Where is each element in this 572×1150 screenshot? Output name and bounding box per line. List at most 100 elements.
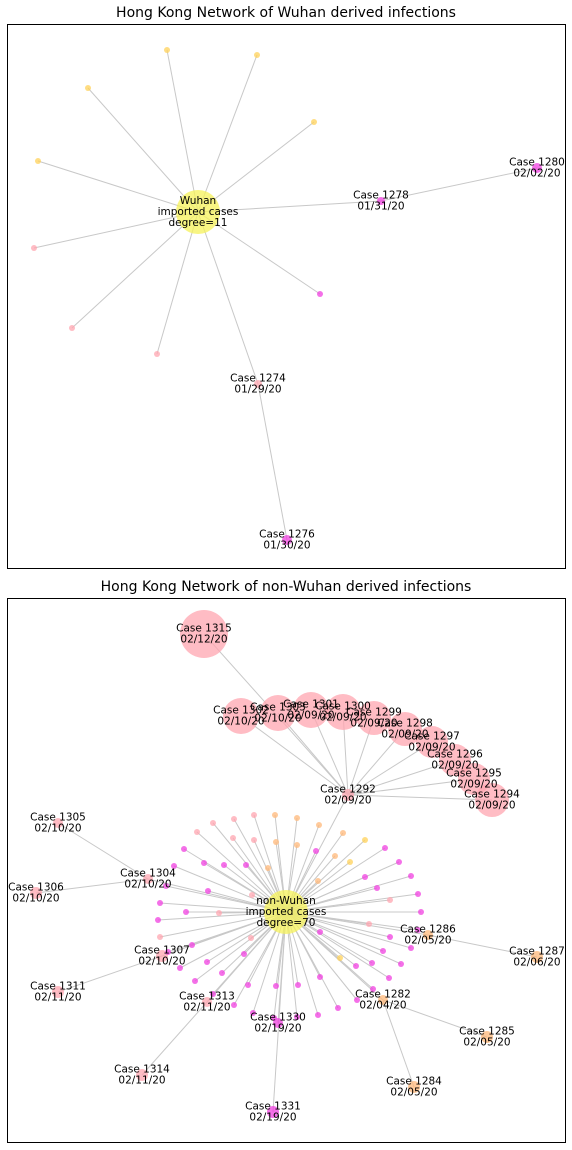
node-labels: non-Wuhan imported cases degree=70 Case 131… [8,622,565,1123]
graph-node [171,863,177,869]
graph-node [243,862,249,868]
graph-node [396,859,402,865]
node-label: Case 1287 02/06/20 [509,945,565,968]
graph-node [202,997,212,1007]
node-label: Case 1303 02/10/20 [250,701,306,724]
graph-edge [197,211,259,385]
node-label: Case 1296 02/09/20 [427,748,483,771]
graph-node [408,1081,420,1093]
node-label: Case 1300 02/09/20 [315,700,371,723]
graph-node [294,1014,300,1020]
graph-node [249,892,255,898]
node-label: Case 1307 02/10/20 [134,944,190,967]
node-label: Case 1295 02/09/20 [446,767,502,790]
graph-node [69,325,75,331]
node-label: Case 1280 02/02/20 [509,156,565,179]
graph-node [408,873,414,879]
graph-edge [35,878,149,894]
graph-edge [156,211,199,355]
graph-node [378,995,388,1005]
graph-node [216,910,222,916]
graph-node [369,960,375,966]
graph-node [293,692,329,728]
node-label: Case 1304 02/10/20 [120,867,176,890]
graph-node [282,535,292,545]
graph-node [205,888,211,894]
graph-node [251,837,257,843]
graph-node [85,85,91,91]
graph-node [316,822,322,828]
graph-node [370,986,376,992]
graph-node [157,900,163,906]
node-label: Case 1276 01/30/20 [259,528,315,551]
graph-edge [427,934,538,958]
node-label: Case 1313 02/11/20 [179,990,235,1013]
node-label: Case 1315 02/12/20 [176,622,232,645]
graph-node [337,955,343,961]
node-label: Case 1294 02/09/20 [464,788,520,811]
graph-node [30,887,42,899]
graph-edge [71,211,199,329]
graph-node [53,818,63,828]
node-label: non-Wuhan imported cases degree=70 [246,895,327,929]
graph-edge [141,1001,208,1076]
node-label: Case 1298 02/09/20 [377,717,433,740]
graph-node [387,934,393,940]
graph-node [201,860,207,866]
graph-node [248,935,254,941]
graph-node [260,695,296,731]
plot-frame [7,598,566,1143]
graph-node [423,930,433,940]
graph-node [265,865,271,871]
graph-node [357,701,391,735]
graph-node [313,848,319,854]
graph-node [366,921,372,927]
graph-node [273,983,279,989]
graph-edge [197,54,258,213]
graph-node [475,783,509,817]
graph-edge [272,911,287,1113]
node-label: Case 1305 02/10/20 [30,811,86,834]
node-label: Case 1297 02/09/20 [404,730,460,753]
graph-node [31,245,37,251]
graph-node [354,997,360,1003]
node-label: Wuhan imported cases degree=11 [158,195,239,229]
graph-node [271,1015,277,1021]
graph-node [143,874,153,884]
graph-node [294,815,300,821]
network-graph-wuhan: Wuhan imported cases degree=11 Case 1278 01/… [7,24,566,569]
graph-edge [257,383,288,541]
graph-node [532,163,542,173]
graph-node [267,1106,279,1118]
graph-node [165,949,171,955]
graph-node [273,839,279,845]
graph-node [183,909,189,915]
graph-node [164,47,170,53]
graph-node [415,927,421,933]
node-label: Case 1285 02/05/20 [459,1025,515,1048]
graph-node [245,982,251,988]
node-label: Case 1301 02/09/20 [283,698,339,721]
nodes [31,47,542,545]
graph-node [221,862,227,868]
graph-node [416,726,448,758]
graph-edge [197,211,321,295]
graph-edge [197,121,315,213]
panel-wuhan: Hong Kong Network of Wuhan derived infec… [7,5,566,569]
graph-node [254,52,260,58]
graph-node [231,816,237,822]
graph-node [317,291,323,297]
graph-node [52,986,64,998]
graph-node [388,712,422,746]
graph-edge [197,200,382,213]
graph-node [362,874,368,880]
graph-node [332,853,338,859]
graph-node [377,197,385,205]
graph-node [380,948,386,954]
graph-node [311,119,317,125]
panel-title: Hong Kong Network of non-Wuhan derived i… [100,579,472,595]
graph-edge [33,211,199,249]
graph-node [181,846,187,852]
graph-node [295,982,301,988]
